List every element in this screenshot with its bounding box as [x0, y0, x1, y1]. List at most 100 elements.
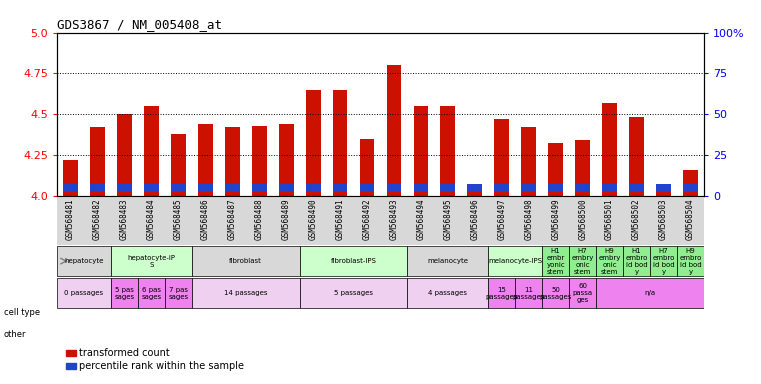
Bar: [138, 278, 165, 308]
Bar: [683, 170, 698, 195]
Bar: [413, 184, 428, 192]
Bar: [279, 184, 294, 192]
Text: GSM568482: GSM568482: [93, 198, 102, 240]
Bar: [515, 278, 543, 308]
Text: H9
embro
id bod
y: H9 embro id bod y: [680, 248, 702, 275]
Bar: [333, 184, 348, 192]
Text: GSM568497: GSM568497: [497, 198, 506, 240]
Bar: [656, 184, 671, 192]
Bar: [90, 127, 105, 195]
Bar: [569, 195, 596, 245]
Bar: [435, 195, 461, 245]
Text: GSM568487: GSM568487: [228, 198, 237, 240]
Bar: [57, 246, 111, 276]
Bar: [623, 195, 650, 245]
Text: fibroblast-IPS: fibroblast-IPS: [330, 258, 377, 264]
Bar: [111, 195, 138, 245]
Bar: [413, 106, 428, 195]
Bar: [300, 195, 326, 245]
Bar: [548, 144, 563, 195]
Bar: [461, 195, 489, 245]
Bar: [629, 118, 644, 195]
Bar: [495, 119, 509, 195]
Bar: [596, 246, 623, 276]
Bar: [596, 195, 623, 245]
Bar: [279, 124, 294, 195]
Text: 5 passages: 5 passages: [334, 290, 373, 296]
Bar: [224, 184, 240, 192]
Bar: [629, 184, 644, 192]
Bar: [569, 246, 596, 276]
Bar: [354, 195, 380, 245]
Bar: [300, 246, 407, 276]
Text: GSM568491: GSM568491: [336, 198, 345, 240]
Text: H9
embry
onic
stem: H9 embry onic stem: [598, 248, 621, 275]
Text: GSM568485: GSM568485: [174, 198, 183, 240]
Legend: transformed count, percentile rank within the sample: transformed count, percentile rank withi…: [62, 344, 248, 375]
Bar: [650, 246, 677, 276]
Bar: [677, 195, 704, 245]
Bar: [63, 160, 78, 195]
Text: GSM568504: GSM568504: [686, 198, 695, 240]
Text: GSM568498: GSM568498: [524, 198, 533, 240]
Bar: [543, 246, 569, 276]
Bar: [252, 184, 266, 192]
Text: 50
passages: 50 passages: [540, 286, 572, 300]
Bar: [596, 278, 704, 308]
Text: H7
embry
onic
stem: H7 embry onic stem: [572, 248, 594, 275]
Bar: [602, 103, 617, 195]
Bar: [441, 106, 455, 195]
Text: GSM568499: GSM568499: [551, 198, 560, 240]
Text: GSM568496: GSM568496: [470, 198, 479, 240]
Bar: [192, 246, 300, 276]
Text: 4 passages: 4 passages: [428, 290, 467, 296]
Bar: [407, 278, 489, 308]
Bar: [57, 195, 84, 245]
Text: cell type: cell type: [4, 308, 40, 318]
Bar: [192, 278, 300, 308]
Text: GSM568481: GSM568481: [66, 198, 75, 240]
Bar: [548, 184, 563, 192]
Text: 11
passages: 11 passages: [513, 286, 545, 300]
Text: H1
embr
yonic
stem: H1 embr yonic stem: [546, 248, 565, 275]
Bar: [84, 195, 111, 245]
Bar: [306, 90, 320, 195]
Bar: [575, 184, 590, 192]
Text: 14 passages: 14 passages: [224, 290, 267, 296]
Bar: [656, 184, 671, 195]
Bar: [623, 246, 650, 276]
Bar: [683, 184, 698, 192]
Bar: [650, 195, 677, 245]
Bar: [575, 140, 590, 195]
Bar: [489, 246, 542, 276]
Bar: [489, 195, 515, 245]
Text: GSM568503: GSM568503: [659, 198, 668, 240]
Bar: [171, 134, 186, 195]
Text: GSM568492: GSM568492: [362, 198, 371, 240]
Bar: [326, 195, 354, 245]
Bar: [360, 184, 374, 192]
Bar: [246, 195, 272, 245]
Bar: [543, 278, 569, 308]
Bar: [333, 90, 348, 195]
Bar: [224, 127, 240, 195]
Bar: [198, 184, 213, 192]
Bar: [144, 184, 159, 192]
Text: 0 passages: 0 passages: [65, 290, 103, 296]
Bar: [467, 187, 482, 195]
Text: hepatocyte-iP
S: hepatocyte-iP S: [127, 255, 175, 268]
Bar: [90, 184, 105, 192]
Bar: [138, 195, 165, 245]
Bar: [117, 184, 132, 192]
Bar: [515, 195, 543, 245]
Bar: [441, 184, 455, 192]
Bar: [117, 114, 132, 195]
Text: GSM568489: GSM568489: [282, 198, 291, 240]
Text: GSM568484: GSM568484: [147, 198, 156, 240]
Bar: [198, 124, 213, 195]
Bar: [57, 278, 111, 308]
Bar: [380, 195, 407, 245]
Bar: [171, 184, 186, 192]
Text: 15
passages: 15 passages: [486, 286, 518, 300]
Bar: [602, 184, 617, 192]
